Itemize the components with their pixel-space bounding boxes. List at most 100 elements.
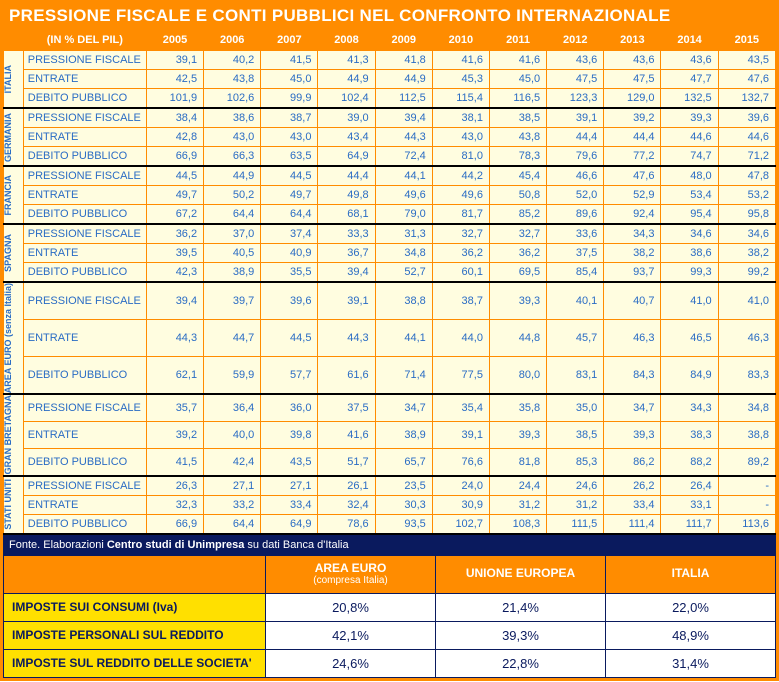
bottom-table: AREA EURO(compresa Italia) UNIONE EUROPE… [3, 555, 776, 678]
country-label: GRAN BRETAGNA [4, 394, 24, 475]
metric-label: PRESSIONE FISCALE [23, 108, 146, 128]
metric-label: PRESSIONE FISCALE [23, 51, 146, 70]
value-cell: 40,1 [547, 282, 604, 320]
value-cell: 44,2 [432, 166, 489, 186]
value-cell: 40,2 [204, 51, 261, 70]
year-header: 2009 [375, 30, 432, 51]
bottom-value-cell: 48,9% [606, 621, 776, 649]
table-row: ENTRATE42,543,845,044,944,945,345,047,54… [4, 70, 776, 89]
bottom-header-row: AREA EURO(compresa Italia) UNIONE EUROPE… [4, 555, 776, 593]
value-cell: 52,7 [375, 263, 432, 283]
value-cell: 47,5 [604, 70, 661, 89]
value-cell: 99,3 [661, 263, 718, 283]
value-cell: 81,7 [432, 205, 489, 225]
metric-label: ENTRATE [23, 495, 146, 514]
metric-label: PRESSIONE FISCALE [23, 166, 146, 186]
value-cell: 38,6 [661, 244, 718, 263]
value-cell: 74,7 [661, 147, 718, 167]
value-cell: 46,3 [718, 320, 775, 357]
main-table: (IN % DEL PIL) 2005 2006 2007 2008 2009 … [3, 29, 776, 535]
value-cell: 42,4 [204, 448, 261, 475]
value-cell: 44,7 [204, 320, 261, 357]
value-cell: 36,4 [204, 394, 261, 421]
table-row: GERMANIAPRESSIONE FISCALE38,438,638,739,… [4, 108, 776, 128]
table-row: GRAN BRETAGNAPRESSIONE FISCALE35,736,436… [4, 394, 776, 421]
value-cell: 39,3 [604, 422, 661, 449]
value-cell: 47,6 [604, 166, 661, 186]
bottom-corner [4, 555, 266, 593]
value-cell: 44,0 [432, 320, 489, 357]
value-cell: 113,6 [718, 514, 775, 534]
value-cell: 39,3 [661, 108, 718, 128]
value-cell: 38,8 [718, 422, 775, 449]
value-cell: 35,5 [261, 263, 318, 283]
bottom-row-label: IMPOSTE SUL REDDITO DELLE SOCIETA' [4, 649, 266, 677]
value-cell: 102,4 [318, 89, 375, 109]
value-cell: 79,0 [375, 205, 432, 225]
year-header: 2007 [261, 30, 318, 51]
value-cell: 41,8 [375, 51, 432, 70]
value-cell: 45,7 [547, 320, 604, 357]
year-header: 2012 [547, 30, 604, 51]
bottom-row: IMPOSTE SUI CONSUMI (Iva)20,8%21,4%22,0% [4, 593, 776, 621]
value-cell: 44,3 [146, 320, 203, 357]
metric-label: DEBITO PUBBLICO [23, 263, 146, 283]
metric-label: DEBITO PUBBLICO [23, 356, 146, 394]
value-cell: 111,7 [661, 514, 718, 534]
country-label: FRANCIA [4, 166, 24, 224]
value-cell: 49,8 [318, 186, 375, 205]
table-row: ENTRATE44,344,744,544,344,144,044,845,74… [4, 320, 776, 357]
value-cell: 44,8 [489, 320, 546, 357]
value-cell: 49,6 [375, 186, 432, 205]
value-cell: 39,3 [489, 422, 546, 449]
table-row: DEBITO PUBBLICO62,159,957,761,671,477,58… [4, 356, 776, 394]
metric-label: DEBITO PUBBLICO [23, 205, 146, 225]
value-cell: 62,1 [146, 356, 203, 394]
value-cell: 43,0 [432, 128, 489, 147]
value-cell: 32,4 [318, 495, 375, 514]
metric-label: DEBITO PUBBLICO [23, 448, 146, 475]
value-cell: 33,3 [318, 224, 375, 244]
value-cell: 48,0 [661, 166, 718, 186]
value-cell: 27,1 [261, 476, 318, 496]
value-cell: 44,9 [318, 70, 375, 89]
year-header: 2008 [318, 30, 375, 51]
value-cell: 36,2 [432, 244, 489, 263]
value-cell: 36,2 [146, 224, 203, 244]
main-title: PRESSIONE FISCALE E CONTI PUBBLICI NEL C… [3, 3, 776, 29]
value-cell: 44,4 [547, 128, 604, 147]
value-cell: 39,4 [318, 263, 375, 283]
value-cell: 33,4 [604, 495, 661, 514]
value-cell: 38,8 [375, 282, 432, 320]
value-cell: 44,1 [375, 320, 432, 357]
corner-cell [4, 30, 24, 51]
table-row: ITALIAPRESSIONE FISCALE39,140,241,541,34… [4, 51, 776, 70]
value-cell: 39,1 [547, 108, 604, 128]
value-cell: 93,7 [604, 263, 661, 283]
value-cell: 115,4 [432, 89, 489, 109]
metric-label: ENTRATE [23, 320, 146, 357]
value-cell: 81,8 [489, 448, 546, 475]
value-cell: 53,2 [718, 186, 775, 205]
value-cell: 51,7 [318, 448, 375, 475]
value-cell: 26,2 [604, 476, 661, 496]
value-cell: 116,5 [489, 89, 546, 109]
value-cell: 38,1 [432, 108, 489, 128]
year-header: 2005 [146, 30, 203, 51]
value-cell: 80,0 [489, 356, 546, 394]
value-cell: 84,9 [661, 356, 718, 394]
table-row: AREA EURO (senza Italia)PRESSIONE FISCAL… [4, 282, 776, 320]
value-cell: 41,6 [432, 51, 489, 70]
value-cell: 39,2 [146, 422, 203, 449]
value-cell: 44,5 [146, 166, 203, 186]
value-cell: 92,4 [604, 205, 661, 225]
value-cell: 27,1 [204, 476, 261, 496]
value-cell: 38,9 [204, 263, 261, 283]
value-cell: 23,5 [375, 476, 432, 496]
value-cell: 38,6 [204, 108, 261, 128]
value-cell: 85,4 [547, 263, 604, 283]
value-cell: 111,5 [547, 514, 604, 534]
value-cell: 64,9 [261, 514, 318, 534]
table-row: FRANCIAPRESSIONE FISCALE44,544,944,544,4… [4, 166, 776, 186]
table-row: DEBITO PUBBLICO66,964,464,978,693,5102,7… [4, 514, 776, 534]
